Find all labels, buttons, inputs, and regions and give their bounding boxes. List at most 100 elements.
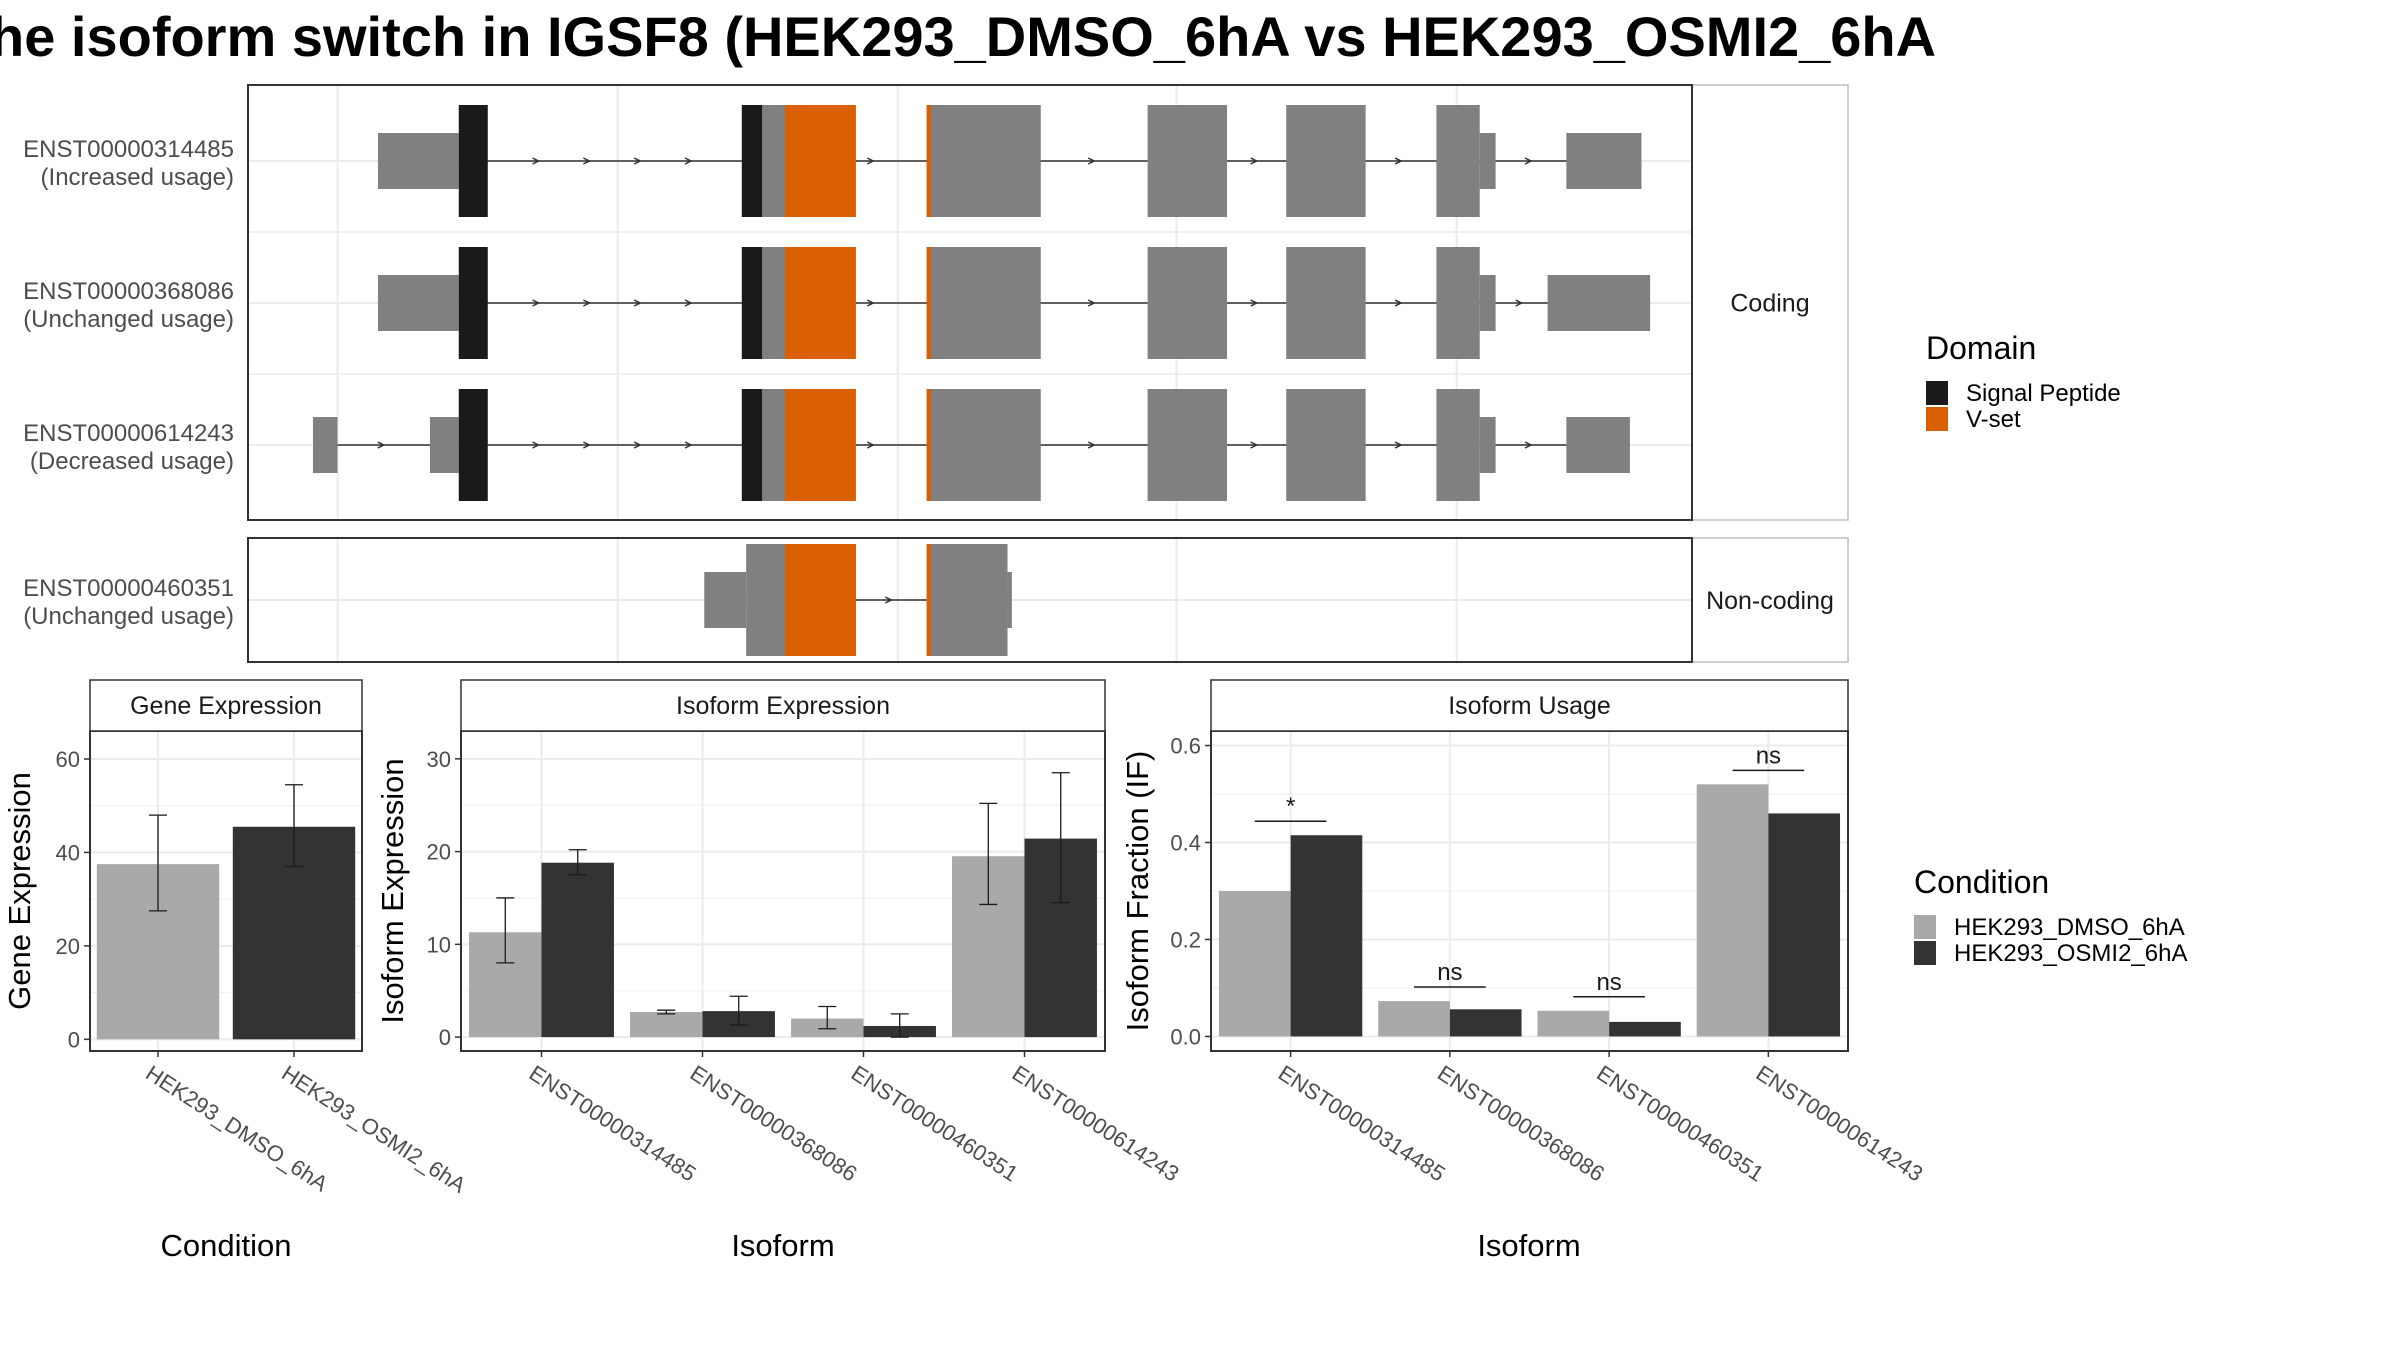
direction-arrow [1394, 157, 1403, 165]
direction-arrow [377, 441, 386, 449]
signal-peptide-domain [458, 247, 488, 359]
direction-arrow [1524, 441, 1533, 449]
cds-exon [1286, 389, 1366, 501]
isoform-track: ENST00000368086(Unchanged usage) [23, 247, 1651, 359]
panel-border [247, 537, 1693, 663]
utr-exon [429, 417, 459, 473]
structure-panel-non-coding: Non-coding ENST00000460351(Unchanged usag… [23, 537, 1849, 663]
bar-chart-gene-expression: 0204060HEK293_DMSO_6hAHEK293_OSMI2_6hAGe… [2, 679, 471, 1263]
cds-exon [1147, 105, 1228, 217]
cds-exon [1436, 105, 1480, 217]
legend-swatch [1914, 915, 1936, 939]
utr-exon [312, 417, 338, 473]
cds-exon [1436, 389, 1480, 501]
direction-arrow [866, 299, 875, 307]
direction-arrow [884, 596, 893, 604]
direction-arrow [866, 157, 875, 165]
vset-domain [785, 389, 856, 501]
isoform-usage-label: (Decreased usage) [30, 448, 234, 475]
y-tick-label: 20 [56, 934, 80, 959]
utr-exon [1479, 417, 1496, 473]
x-axis-label: Condition [161, 1228, 292, 1263]
cds-exon [1286, 105, 1366, 217]
cds-exon [926, 544, 1008, 656]
legend-swatch [1926, 407, 1948, 431]
direction-arrow [684, 441, 693, 449]
bar [630, 1012, 703, 1038]
vset-domain [926, 105, 932, 217]
utr-exon [377, 275, 459, 331]
bar-chart-isoform-expression: 0102030ENST00000314485ENST00000368086ENS… [375, 679, 1183, 1263]
direction-arrow [866, 441, 875, 449]
facet-strip [460, 679, 1106, 732]
legend-label: V-set [1966, 406, 2021, 433]
signal-peptide-domain [741, 247, 763, 359]
utr-exon [1566, 133, 1642, 189]
utr-exon [1479, 133, 1496, 189]
chart-title: Isoform Expression [676, 692, 890, 720]
signal-peptide-domain [458, 105, 488, 217]
direction-arrow [633, 157, 642, 165]
vset-domain [926, 247, 932, 359]
bar-chart-isoform-usage: 0.0 0.2 0.4 0.6 ENST00000314485ENST000003680… [1120, 679, 1927, 1263]
direction-arrow [1394, 299, 1403, 307]
vset-domain [926, 544, 932, 656]
strip-label: Non-coding [1706, 587, 1834, 615]
chart-title: Isoform Usage [1448, 692, 1611, 720]
legend-title: Condition [1914, 864, 2049, 900]
isoform-id-label: ENST00000460351 [23, 575, 234, 602]
vset-domain [785, 247, 856, 359]
y-axis-label: Isoform Fraction (IF) [1120, 751, 1155, 1032]
vset-domain [785, 105, 856, 217]
bar [1609, 1021, 1681, 1037]
bar [1218, 891, 1291, 1037]
utr-exon [377, 133, 459, 189]
direction-arrow [583, 299, 592, 307]
direction-arrow [1087, 441, 1096, 449]
y-tick-label: 20 [427, 840, 451, 865]
panel-strip [1691, 84, 1849, 521]
vset-domain [926, 389, 932, 501]
y-tick-label: 30 [427, 747, 451, 772]
isoform-usage-label: (Unchanged usage) [23, 306, 234, 333]
significance-label: ns [1437, 959, 1462, 986]
strip-label: Coding [1730, 290, 1809, 318]
direction-arrow [633, 299, 642, 307]
x-axis-label: Isoform [731, 1228, 834, 1263]
x-axis-label: Isoform [1477, 1228, 1580, 1263]
direction-arrow [684, 157, 693, 165]
cds-exon [1436, 247, 1480, 359]
cds-exon [926, 105, 1041, 217]
x-tick-label: ENST00000460351 [1592, 1060, 1768, 1186]
x-tick-label: ENST00000314485 [525, 1060, 701, 1186]
signal-peptide-domain [741, 389, 763, 501]
direction-arrow [532, 157, 541, 165]
direction-arrow [633, 441, 642, 449]
x-tick-label: ENST00000460351 [847, 1060, 1023, 1186]
isoform-structure-plot: Coding ENST00000314485(Increased usage) EN… [23, 84, 1849, 663]
bar [1768, 813, 1841, 1037]
direction-arrow [1394, 441, 1403, 449]
bar [1290, 835, 1363, 1037]
legend-label: HEK293_OSMI2_6hA [1954, 940, 2187, 967]
vset-domain [785, 544, 856, 656]
expression-bar-plots: 0204060HEK293_DMSO_6hAHEK293_OSMI2_6hAGe… [2, 679, 1927, 1263]
isoform-id-label: ENST00000614243 [23, 420, 234, 447]
direction-arrow [532, 441, 541, 449]
isoform-id-label: ENST00000368086 [23, 278, 234, 305]
cds-exon [1286, 247, 1366, 359]
x-tick-label: ENST00000314485 [1274, 1060, 1450, 1186]
y-tick-label: 0 [68, 1027, 80, 1052]
significance-label: * [1286, 793, 1295, 820]
legend-label: Signal Peptide [1966, 380, 2121, 407]
bar [541, 862, 614, 1038]
facet-strip [1210, 679, 1849, 732]
utr-exon [1007, 572, 1012, 628]
bar [1449, 1009, 1522, 1037]
utr-exon [1479, 275, 1496, 331]
isoform-track: ENST00000314485(Increased usage) [23, 105, 1642, 217]
